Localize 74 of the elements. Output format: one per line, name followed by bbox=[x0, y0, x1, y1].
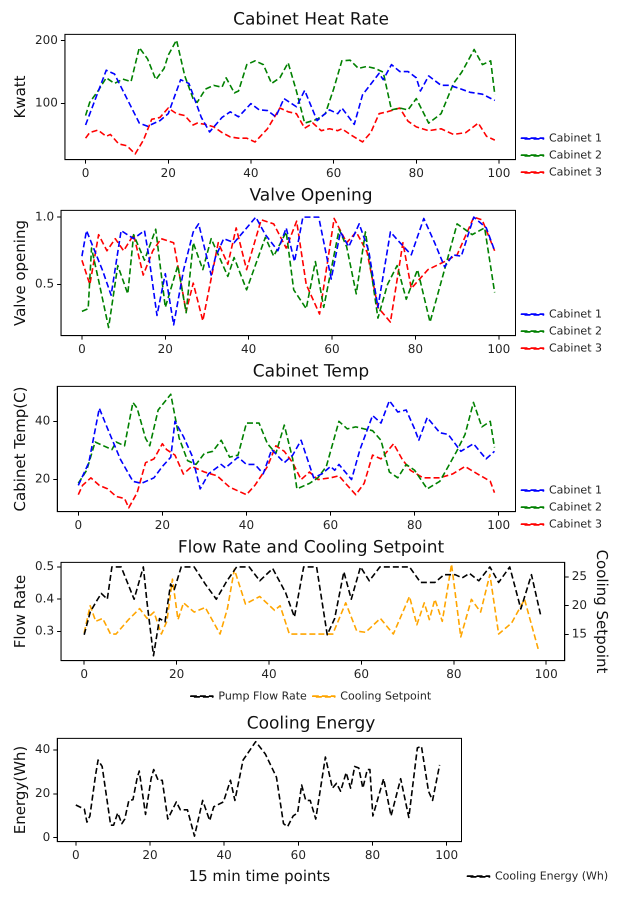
y-axis-title: Flow Rate bbox=[10, 574, 29, 648]
y-tick-label: 20 bbox=[34, 472, 50, 486]
x-tick-label: 20 bbox=[142, 848, 158, 862]
x-tick-label: 0 bbox=[80, 666, 88, 681]
y-tick-label: 1.0 bbox=[34, 209, 54, 224]
x-tick-label: 40 bbox=[216, 848, 232, 862]
x-tick-label: 60 bbox=[322, 518, 338, 532]
x-tick-label: 60 bbox=[324, 342, 340, 356]
x-tick-label: 0 bbox=[82, 166, 90, 180]
y-tick-label: 0.3 bbox=[34, 624, 54, 638]
x-tick-label: 80 bbox=[408, 166, 424, 180]
x-tick-label: 20 bbox=[160, 166, 176, 180]
legend-label: Cabinet 3 bbox=[548, 341, 602, 354]
x-tick-label: 0 bbox=[78, 342, 86, 356]
x-tick-label: 100 bbox=[488, 166, 510, 180]
x-tick-label: 60 bbox=[354, 666, 370, 681]
x-tick-label: 60 bbox=[326, 166, 342, 180]
x-tick-label: 100 bbox=[435, 848, 458, 862]
x-tick-label: 40 bbox=[241, 342, 256, 356]
y-axis-title: Kwatt bbox=[10, 75, 29, 119]
x-axis-title: 15 min time points bbox=[188, 866, 330, 885]
x-tick-label: 20 bbox=[158, 342, 173, 356]
chart-title: Cabinet Temp bbox=[252, 362, 370, 382]
legend-label: Cabinet 1 bbox=[548, 131, 602, 144]
x-tick-label: 0 bbox=[72, 848, 80, 862]
x-tick-label: 0 bbox=[74, 518, 82, 532]
y-tick-label: 0.5 bbox=[34, 559, 54, 574]
line-series bbox=[84, 39, 496, 124]
line-series bbox=[84, 64, 496, 133]
chart-title: Cooling Energy bbox=[246, 714, 376, 734]
legend-label: Cooling Setpoint bbox=[340, 689, 432, 702]
x-tick-label: 40 bbox=[243, 166, 259, 180]
x-tick-label: 100 bbox=[534, 666, 558, 681]
y-tick-label: 200 bbox=[35, 32, 58, 47]
legend-label: Cabinet 2 bbox=[548, 500, 602, 514]
y-axis-title: Valve opening bbox=[10, 220, 29, 326]
line-series bbox=[84, 107, 496, 155]
y2-tick-label: 15 bbox=[572, 626, 588, 641]
y-tick-label: 40 bbox=[34, 742, 50, 756]
x-tick-label: 100 bbox=[487, 518, 510, 532]
y2-axis-title: Cooling Setpoint bbox=[593, 550, 612, 674]
legend-label: Cabinet 1 bbox=[548, 483, 602, 496]
x-tick-label: 40 bbox=[238, 518, 254, 532]
x-tick-label: 80 bbox=[446, 666, 462, 681]
chart-title: Cabinet Heat Rate bbox=[233, 10, 389, 30]
x-tick-label: 100 bbox=[487, 342, 510, 356]
y2-tick-label: 25 bbox=[572, 568, 588, 583]
y-tick-label: 0.4 bbox=[34, 591, 54, 606]
legend-label: Cabinet 2 bbox=[548, 148, 602, 162]
x-tick-label: 40 bbox=[261, 666, 277, 681]
legend-label: Cabinet 3 bbox=[548, 165, 602, 178]
legend-label: Cabinet 1 bbox=[548, 307, 602, 320]
legend-label: Cabinet 3 bbox=[548, 517, 602, 530]
y-axis-title: Energy(Wh) bbox=[10, 746, 29, 834]
y-tick-label: 0.5 bbox=[34, 276, 54, 291]
x-tick-label: 20 bbox=[168, 666, 184, 681]
line-series bbox=[75, 740, 440, 837]
chart-title: Flow Rate and Cooling Setpoint bbox=[178, 538, 444, 558]
y-axis-title: Cabinet Temp(C) bbox=[10, 386, 29, 512]
chart-title: Valve Opening bbox=[249, 186, 373, 206]
legend-label: Pump Flow Rate bbox=[218, 689, 308, 702]
line-series bbox=[77, 442, 496, 509]
y-tick-label: 100 bbox=[35, 96, 58, 110]
x-tick-label: 80 bbox=[408, 342, 424, 356]
y-tick-label: 0 bbox=[42, 830, 50, 844]
legend-label: Cooling Energy (Wh) bbox=[495, 869, 608, 882]
x-tick-label: 60 bbox=[290, 848, 306, 862]
y-tick-label: 20 bbox=[34, 786, 50, 800]
y-tick-label: 40 bbox=[34, 413, 50, 428]
x-tick-label: 80 bbox=[406, 518, 422, 532]
x-tick-label: 80 bbox=[364, 848, 380, 862]
x-tick-label: 20 bbox=[154, 518, 170, 532]
y2-tick-label: 20 bbox=[572, 598, 588, 612]
legend-label: Cabinet 2 bbox=[548, 324, 602, 338]
